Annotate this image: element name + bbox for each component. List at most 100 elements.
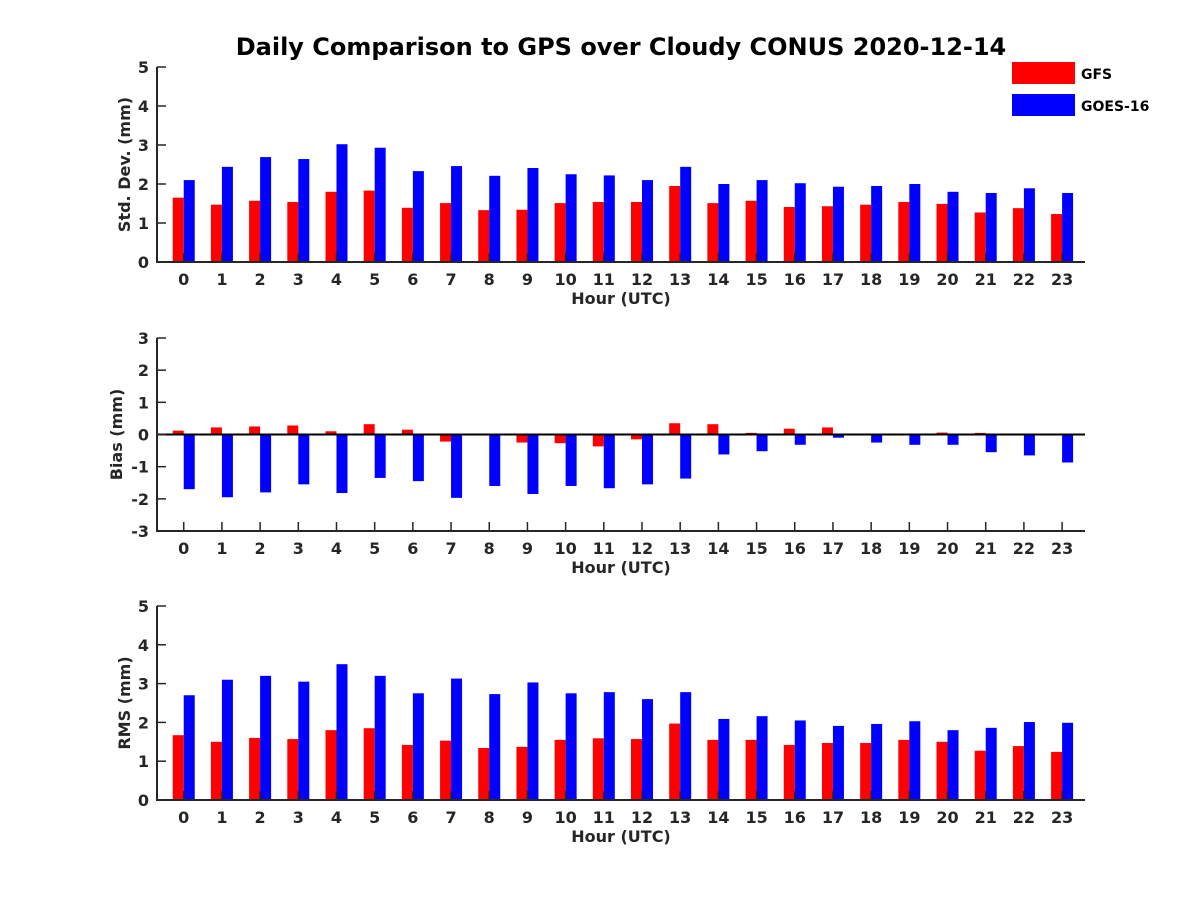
bar-rms-gfs-7 — [440, 740, 452, 800]
bar-stddev-gfs-2 — [249, 200, 261, 262]
bar-rms-goes16-15 — [756, 716, 768, 800]
y-tick-label-bias-2: 2 — [138, 361, 149, 380]
bar-rms-gfs-5 — [363, 728, 375, 800]
bar-rms-goes16-21 — [985, 727, 997, 800]
x-tick-label-stddev-12: 12 — [631, 270, 653, 289]
x-tick-label-stddev-23: 23 — [1051, 270, 1073, 289]
bar-rms-gfs-16 — [783, 744, 795, 800]
x-tick-label-bias-19: 19 — [898, 539, 920, 558]
x-tick-label-stddev-14: 14 — [707, 270, 729, 289]
bar-stddev-goes16-5 — [374, 147, 386, 262]
bar-stddev-goes16-4 — [336, 144, 348, 262]
x-tick-label-bias-16: 16 — [784, 539, 806, 558]
bar-stddev-goes16-14 — [718, 184, 730, 262]
bar-stddev-goes16-23 — [1062, 192, 1074, 262]
bar-bias-gfs-7 — [440, 434, 452, 442]
x-tick-label-rms-8: 8 — [484, 808, 495, 827]
bar-stddev-gfs-20 — [936, 203, 948, 262]
y-axis-label-rms: RMS (mm) — [115, 656, 134, 749]
x-tick-label-stddev-0: 0 — [178, 270, 189, 289]
bar-rms-goes16-10 — [565, 693, 577, 800]
bar-stddev-goes16-7 — [451, 166, 463, 262]
bar-bias-gfs-17 — [821, 427, 833, 435]
x-tick-label-rms-7: 7 — [445, 808, 456, 827]
bar-stddev-gfs-19 — [898, 201, 910, 262]
bar-rms-goes16-23 — [1062, 722, 1074, 800]
bar-stddev-gfs-23 — [1051, 214, 1063, 262]
bar-rms-goes16-8 — [489, 694, 501, 800]
y-tick-label-stddev-3: 3 — [138, 136, 149, 155]
x-tick-label-rms-14: 14 — [707, 808, 729, 827]
bar-rms-goes16-13 — [680, 692, 692, 800]
bar-bias-goes16-12 — [642, 434, 653, 485]
x-tick-label-bias-20: 20 — [936, 539, 958, 558]
bar-stddev-goes16-18 — [871, 185, 883, 262]
bar-rms-gfs-8 — [478, 748, 490, 800]
x-axis-label-stddev: Hour (UTC) — [571, 289, 671, 308]
y-tick-label-rms-1: 1 — [138, 752, 149, 771]
bar-bias-gfs-6 — [401, 429, 413, 435]
bar-bias-gfs-4 — [325, 431, 337, 435]
bar-stddev-gfs-11 — [592, 201, 604, 262]
x-tick-label-bias-7: 7 — [445, 539, 456, 558]
bar-rms-gfs-3 — [287, 739, 299, 800]
bar-stddev-gfs-1 — [210, 204, 222, 262]
bar-stddev-goes16-17 — [832, 186, 844, 262]
bar-rms-gfs-18 — [860, 742, 872, 800]
x-tick-label-stddev-19: 19 — [898, 270, 920, 289]
bar-bias-goes16-10 — [565, 434, 577, 486]
y-tick-label-stddev-2: 2 — [138, 175, 149, 194]
bar-rms-gfs-21 — [974, 750, 986, 800]
x-tick-label-rms-10: 10 — [554, 808, 576, 827]
bar-bias-goes16-14 — [718, 434, 730, 455]
bar-rms-goes16-5 — [374, 675, 386, 800]
bar-bias-goes16-16 — [794, 434, 806, 445]
bar-rms-gfs-2 — [249, 737, 261, 800]
bar-rms-gfs-0 — [172, 735, 184, 800]
bar-rms-gfs-17 — [821, 742, 833, 800]
x-tick-label-bias-9: 9 — [522, 539, 533, 558]
bar-bias-goes16-15 — [756, 434, 768, 452]
x-tick-label-stddev-3: 3 — [293, 270, 304, 289]
bar-rms-goes16-19 — [909, 721, 921, 800]
bar-stddev-gfs-17 — [821, 206, 833, 262]
y-tick-label-rms-4: 4 — [138, 636, 149, 655]
y-tick-label-bias--2: -2 — [131, 490, 149, 509]
x-tick-label-rms-20: 20 — [936, 808, 958, 827]
bar-rms-gfs-15 — [745, 739, 757, 800]
x-tick-label-rms-3: 3 — [293, 808, 304, 827]
bar-rms-goes16-7 — [451, 678, 463, 800]
bar-rms-gfs-1 — [210, 741, 222, 800]
bar-bias-goes16-3 — [298, 434, 310, 485]
bar-stddev-gfs-14 — [707, 203, 719, 262]
y-tick-label-bias--1: -1 — [131, 458, 149, 477]
bar-stddev-goes16-2 — [260, 157, 272, 262]
bar-stddev-goes16-16 — [794, 183, 806, 262]
bar-stddev-goes16-19 — [909, 184, 921, 262]
x-tick-label-rms-5: 5 — [369, 808, 380, 827]
bar-stddev-goes16-21 — [985, 192, 997, 262]
bar-bias-gfs-10 — [554, 434, 566, 444]
x-tick-label-rms-12: 12 — [631, 808, 653, 827]
x-tick-label-rms-19: 19 — [898, 808, 920, 827]
bar-stddev-goes16-11 — [603, 175, 615, 262]
x-tick-label-bias-11: 11 — [593, 539, 615, 558]
bar-stddev-gfs-10 — [554, 203, 566, 262]
bar-rms-goes16-14 — [718, 718, 730, 800]
bar-stddev-goes16-12 — [642, 180, 653, 262]
bar-bias-goes16-19 — [909, 434, 921, 445]
bar-rms-gfs-11 — [592, 738, 604, 800]
bar-bias-goes16-0 — [183, 434, 195, 490]
x-tick-label-rms-23: 23 — [1051, 808, 1073, 827]
bar-stddev-gfs-22 — [1012, 208, 1024, 262]
bar-rms-goes16-3 — [298, 681, 310, 800]
bar-stddev-goes16-6 — [412, 171, 424, 262]
bar-rms-gfs-6 — [401, 744, 413, 800]
bar-stddev-gfs-7 — [440, 203, 452, 262]
x-tick-label-rms-17: 17 — [822, 808, 844, 827]
bar-stddev-gfs-16 — [783, 207, 795, 262]
bar-bias-goes16-7 — [451, 434, 463, 498]
x-tick-label-rms-1: 1 — [216, 808, 227, 827]
x-tick-label-rms-2: 2 — [255, 808, 266, 827]
